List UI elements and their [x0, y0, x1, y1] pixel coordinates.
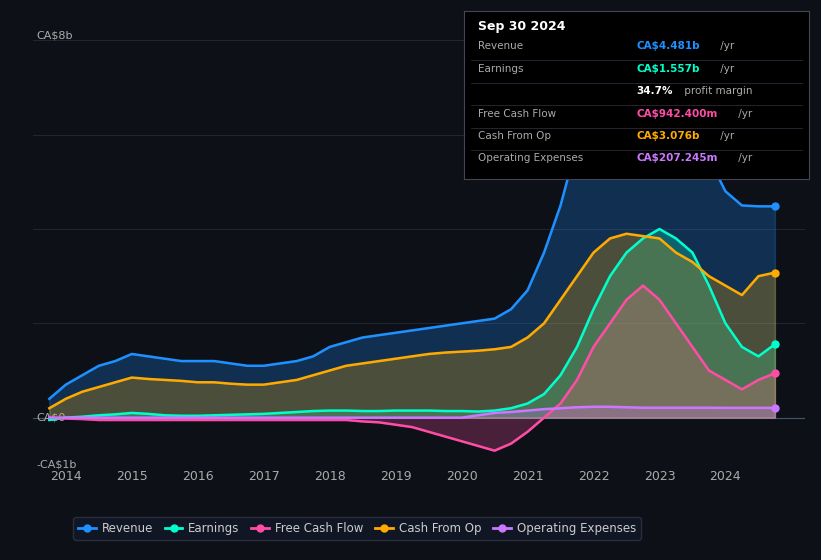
Text: /yr: /yr	[717, 64, 734, 74]
Text: Operating Expenses: Operating Expenses	[478, 153, 583, 164]
Text: 34.7%: 34.7%	[636, 86, 672, 96]
Text: profit margin: profit margin	[681, 86, 753, 96]
Text: /yr: /yr	[717, 41, 734, 52]
Text: CA$1.557b: CA$1.557b	[636, 64, 699, 74]
Text: /yr: /yr	[717, 131, 734, 141]
Text: Free Cash Flow: Free Cash Flow	[478, 109, 556, 119]
Text: CA$207.245m: CA$207.245m	[636, 153, 718, 164]
Text: CA$3.076b: CA$3.076b	[636, 131, 699, 141]
Text: CA$942.400m: CA$942.400m	[636, 109, 718, 119]
Text: /yr: /yr	[735, 109, 752, 119]
Text: /yr: /yr	[735, 153, 752, 164]
Text: CA$4.481b: CA$4.481b	[636, 41, 699, 52]
Text: CA$8b: CA$8b	[36, 30, 72, 40]
Text: Sep 30 2024: Sep 30 2024	[478, 20, 565, 32]
Text: -CA$1b: -CA$1b	[36, 460, 76, 470]
Text: Cash From Op: Cash From Op	[478, 131, 551, 141]
Text: CA$0: CA$0	[36, 413, 66, 423]
Legend: Revenue, Earnings, Free Cash Flow, Cash From Op, Operating Expenses: Revenue, Earnings, Free Cash Flow, Cash …	[73, 517, 640, 539]
Text: Earnings: Earnings	[478, 64, 523, 74]
Text: Revenue: Revenue	[478, 41, 523, 52]
